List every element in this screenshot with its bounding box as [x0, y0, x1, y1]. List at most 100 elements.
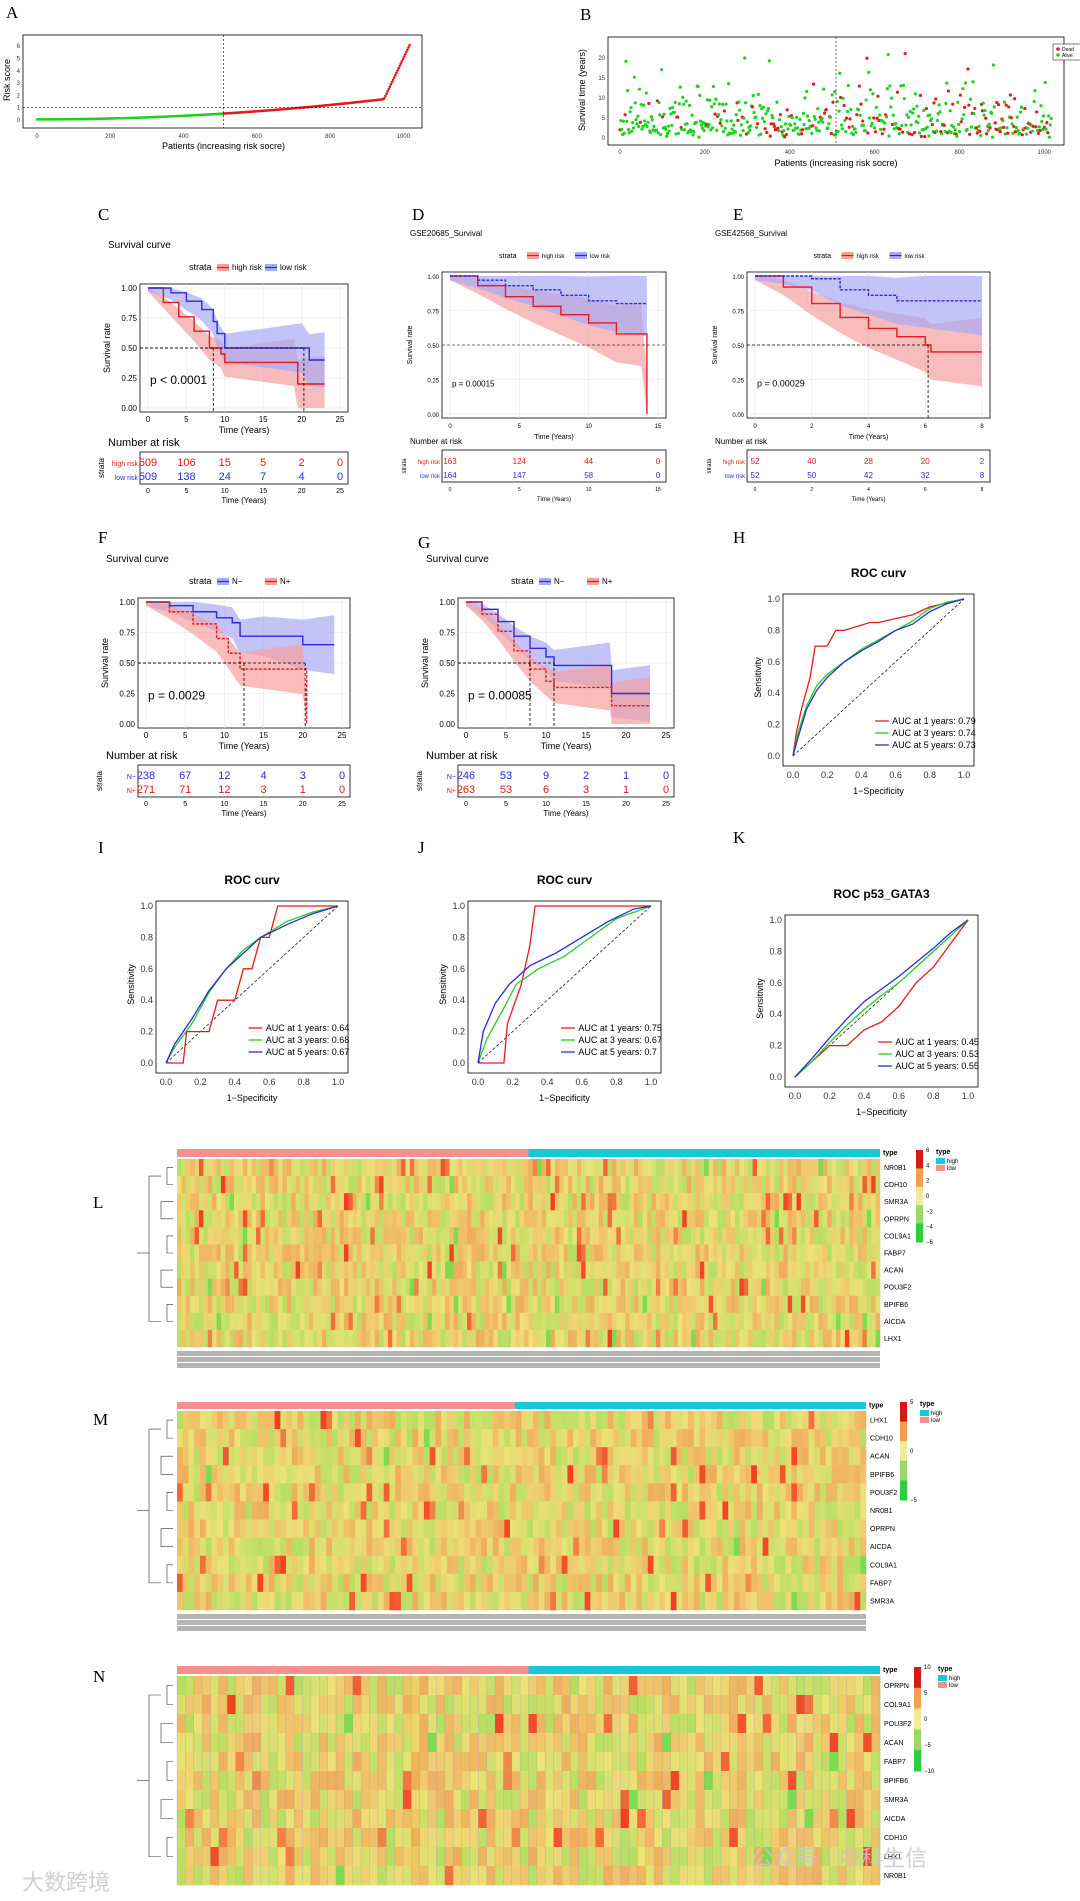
heatmap-cell [519, 1193, 525, 1211]
heatmap-cell [449, 1193, 455, 1211]
heatmap-cell [765, 1295, 771, 1314]
heatmap-cell [257, 1573, 264, 1593]
heatmap-cell [210, 1771, 220, 1791]
heatmap-cell [590, 1591, 597, 1611]
status-point [1047, 114, 1051, 118]
heatmap-cell [314, 1555, 321, 1575]
heatmap-cell [676, 1591, 683, 1611]
heatmap-cell [665, 1537, 672, 1557]
heatmap-cell [607, 1555, 614, 1575]
heatmap-cell [295, 1159, 301, 1177]
heatmap-cell [688, 1537, 695, 1557]
heatmap-cell [739, 1159, 745, 1177]
heatmap-cell [449, 1244, 455, 1262]
heatmap-cell [462, 1227, 468, 1245]
heatmap-cell [538, 1537, 545, 1557]
heatmap-cell [854, 1573, 861, 1593]
heatmap-cell [247, 1295, 252, 1314]
status-point [974, 126, 979, 130]
heatmap-cell [446, 1537, 453, 1557]
risk-table-title: Number at risk [106, 750, 178, 762]
heatmap-cell [765, 1210, 771, 1228]
status-point [978, 129, 982, 133]
heatmap-cell [300, 1261, 305, 1279]
x-tick-label: 200 [700, 150, 711, 156]
status-point [831, 100, 835, 104]
heatmap-cell [348, 1176, 354, 1194]
sample-labels [177, 1614, 866, 1619]
heatmap-cell [860, 1447, 867, 1466]
heatmap-cell [576, 1261, 582, 1279]
heatmap-cell [506, 1210, 512, 1228]
heatmap-cell [478, 1676, 487, 1696]
y-tick-label: 0.50 [119, 659, 135, 668]
heatmap-cell [594, 1210, 600, 1228]
heatmap-cell [330, 1193, 336, 1211]
heatmap-cell [177, 1465, 184, 1484]
heatmap-cell [245, 1573, 252, 1593]
heatmap-cell [585, 1278, 591, 1297]
heatmap-cell [177, 1176, 182, 1194]
heatmap-cell [598, 1159, 604, 1177]
heatmap-cell [194, 1429, 201, 1448]
heatmap-cell [217, 1591, 224, 1611]
heatmap-cell [537, 1261, 542, 1279]
risk-row-label: low risk [725, 474, 746, 480]
heatmap-cell [770, 1312, 775, 1331]
heatmap-cell [822, 1329, 828, 1348]
heatmap-cell [568, 1244, 573, 1262]
heatmap-cell [708, 1176, 714, 1194]
heatmap-cell [320, 1555, 327, 1575]
heatmap-cell [475, 1295, 481, 1314]
status-point [935, 118, 940, 123]
heatmap-cell [503, 1676, 513, 1696]
color-scale-step [900, 1411, 907, 1418]
heatmap-cell [550, 1501, 557, 1520]
heatmap-cell [854, 1501, 861, 1520]
heatmap-cell [779, 1752, 789, 1772]
heatmap-cell [295, 1261, 301, 1279]
heatmap-cell [554, 1193, 560, 1211]
heatmap-cell [822, 1176, 828, 1194]
heatmap-cell [682, 1519, 689, 1538]
risk-point [384, 94, 387, 98]
heatmap-cell [326, 1411, 333, 1430]
status-point [793, 122, 797, 126]
heatmap-cell [594, 1312, 600, 1331]
heatmap-cell [320, 1591, 327, 1611]
heatmap-cell [269, 1193, 274, 1211]
heatmap-cell [733, 1591, 740, 1611]
heatmap-cell [642, 1465, 649, 1484]
status-point [845, 109, 850, 114]
heatmap-cell [607, 1429, 614, 1448]
heatmap-cell [406, 1465, 413, 1484]
heatmap-cell [217, 1483, 224, 1502]
legend-title: strata [511, 576, 534, 586]
heatmap-cell [587, 1676, 596, 1696]
heatmap-cell [578, 1752, 588, 1772]
heatmap-cell [295, 1312, 301, 1331]
heatmap-cell [488, 1244, 494, 1262]
heatmap-cell [440, 1312, 446, 1331]
status-point [748, 128, 752, 133]
heatmap-cell [445, 1329, 450, 1348]
heatmap-cell [506, 1261, 512, 1279]
y-tick-label: 10 [598, 96, 605, 102]
heatmap-cell [642, 1411, 649, 1430]
heatmap-cell [321, 1295, 327, 1314]
heatmap-cell [205, 1519, 212, 1538]
heatmap-cell [469, 1591, 476, 1611]
heatmap-cell [704, 1733, 713, 1753]
heatmap-cell [677, 1193, 683, 1211]
heatmap-cell [611, 1159, 617, 1177]
risk-count: 1 [623, 784, 629, 796]
risk-point [408, 43, 411, 47]
heatmap-cell [335, 1278, 340, 1297]
heatmap-cell [660, 1261, 665, 1279]
heatmap-cell [620, 1278, 626, 1297]
status-point [1044, 127, 1048, 131]
diagonal-line [165, 905, 339, 1064]
panel-labels: A B C D E F G H I J K L M N [6, 3, 746, 1686]
risk-count: 1 [623, 770, 629, 782]
heatmap-cell [553, 1695, 563, 1715]
